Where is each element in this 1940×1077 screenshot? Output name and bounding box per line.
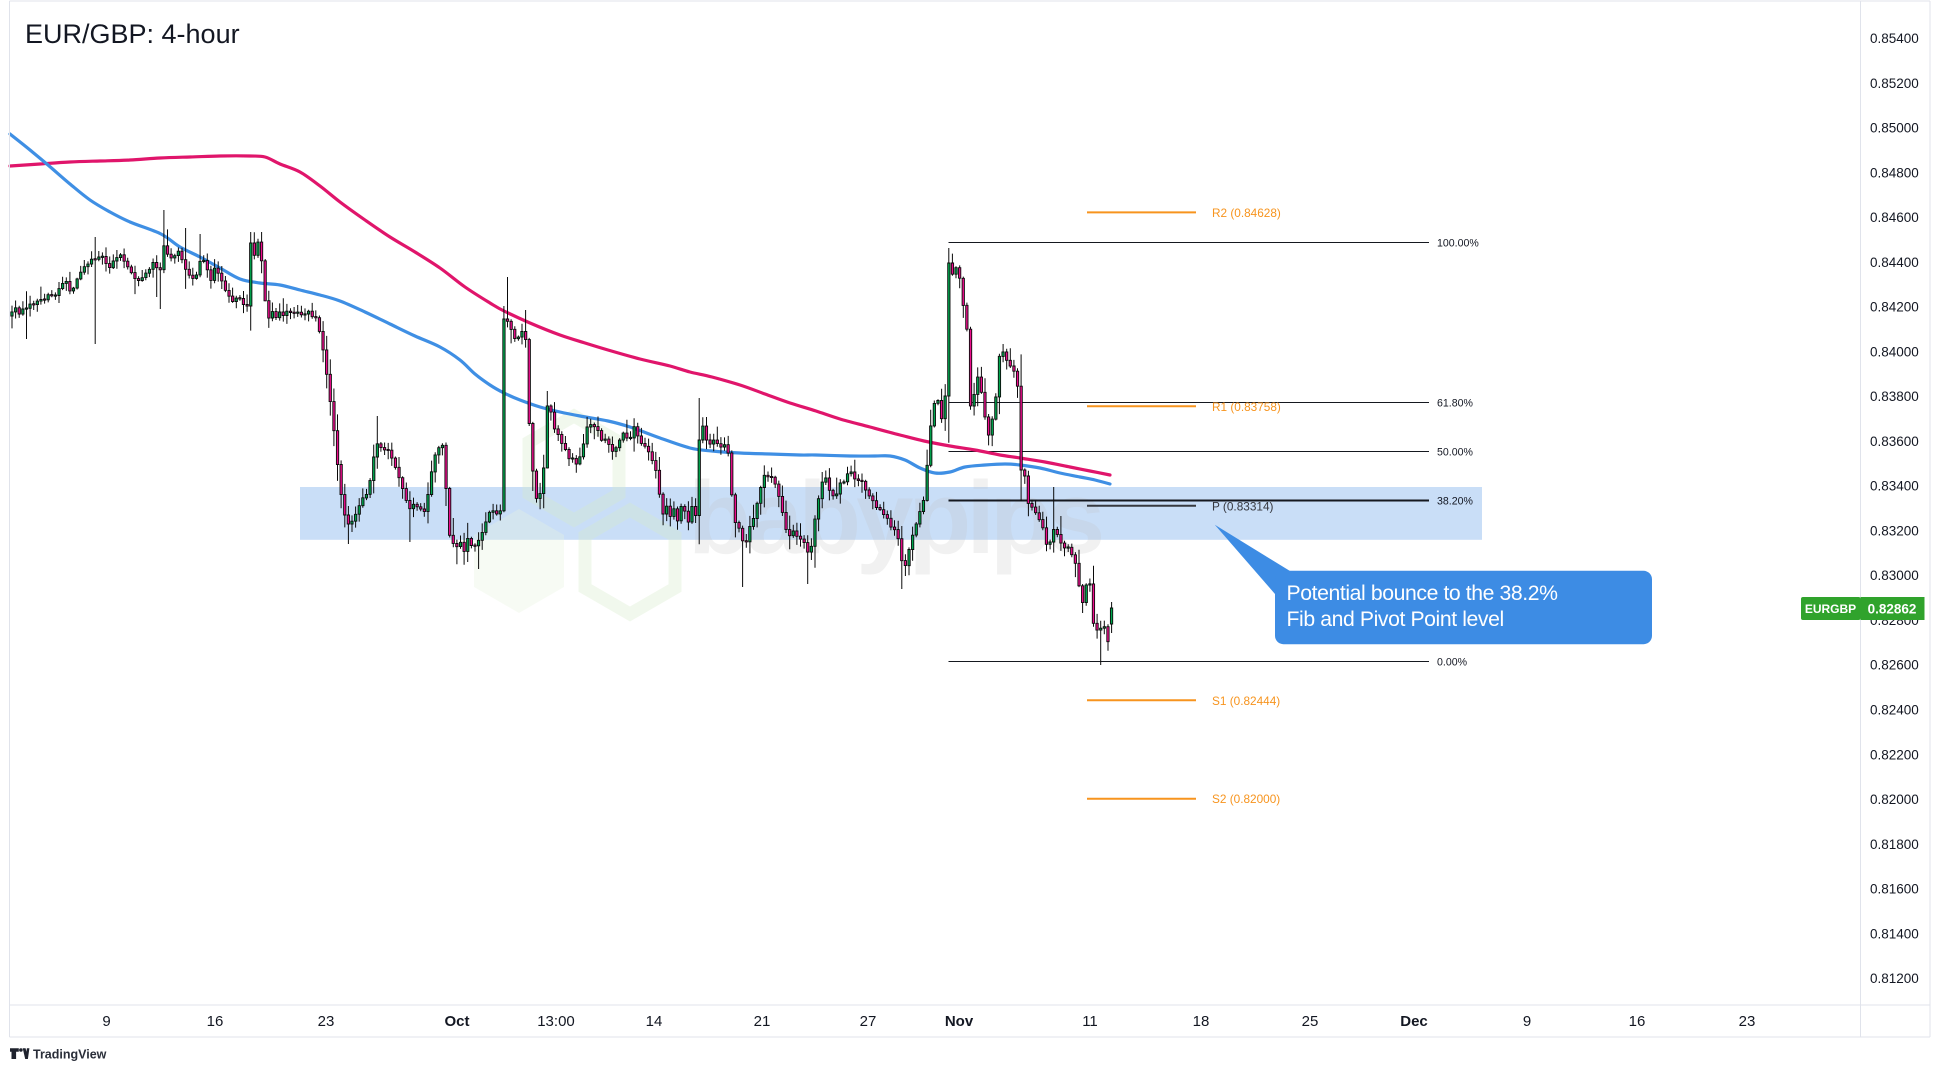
svg-text:P (0.83314): P (0.83314) xyxy=(1212,499,1274,513)
svg-text:0.84000: 0.84000 xyxy=(1870,344,1919,359)
svg-text:0.81800: 0.81800 xyxy=(1870,837,1919,852)
svg-text:0.83200: 0.83200 xyxy=(1870,523,1919,538)
svg-text:27: 27 xyxy=(860,1013,877,1030)
svg-text:0.82000: 0.82000 xyxy=(1870,792,1919,807)
svg-text:14: 14 xyxy=(646,1013,663,1030)
svg-text:R2 (0.84628): R2 (0.84628) xyxy=(1212,206,1281,220)
svg-text:100.00%: 100.00% xyxy=(1437,238,1479,250)
svg-text:S1 (0.82444): S1 (0.82444) xyxy=(1212,694,1280,708)
svg-text:61.80%: 61.80% xyxy=(1437,398,1474,410)
svg-text:0.81600: 0.81600 xyxy=(1870,882,1919,897)
svg-text:0.82862: 0.82862 xyxy=(1868,602,1917,617)
svg-text:0.81400: 0.81400 xyxy=(1870,926,1919,941)
svg-text:0.82200: 0.82200 xyxy=(1870,747,1919,762)
svg-text:0.82400: 0.82400 xyxy=(1870,703,1919,718)
svg-text:13:00: 13:00 xyxy=(537,1013,575,1030)
svg-text:16: 16 xyxy=(207,1013,224,1030)
svg-text:16: 16 xyxy=(1629,1013,1646,1030)
svg-text:R1 (0.83758): R1 (0.83758) xyxy=(1212,400,1281,414)
svg-text:0.84600: 0.84600 xyxy=(1870,210,1919,225)
svg-text:18: 18 xyxy=(1193,1013,1210,1030)
svg-text:9: 9 xyxy=(1523,1013,1531,1030)
svg-text:Fib and Pivot Point level: Fib and Pivot Point level xyxy=(1287,608,1504,631)
svg-text:0.00%: 0.00% xyxy=(1437,657,1468,669)
svg-text:0.82600: 0.82600 xyxy=(1870,658,1919,673)
svg-text:Dec: Dec xyxy=(1400,1013,1428,1030)
svg-text:EUR/GBP: 4-hour: EUR/GBP: 4-hour xyxy=(25,19,240,49)
svg-text:23: 23 xyxy=(1739,1013,1756,1030)
svg-text:0.84200: 0.84200 xyxy=(1870,300,1919,315)
svg-text:EURGBP: EURGBP xyxy=(1805,602,1856,616)
svg-text:0.83400: 0.83400 xyxy=(1870,479,1919,494)
svg-text:23: 23 xyxy=(318,1013,335,1030)
svg-text:Oct: Oct xyxy=(444,1013,469,1030)
svg-text:0.84800: 0.84800 xyxy=(1870,165,1919,180)
svg-text:25: 25 xyxy=(1302,1013,1319,1030)
svg-text:0.85200: 0.85200 xyxy=(1870,76,1919,91)
svg-text:0.85400: 0.85400 xyxy=(1870,31,1919,46)
svg-text:TradingView: TradingView xyxy=(33,1047,107,1061)
svg-text:11: 11 xyxy=(1082,1013,1098,1030)
svg-text:21: 21 xyxy=(754,1013,771,1030)
svg-text:9: 9 xyxy=(102,1013,110,1030)
svg-text:S2 (0.82000): S2 (0.82000) xyxy=(1212,792,1280,806)
svg-text:0.83600: 0.83600 xyxy=(1870,434,1919,449)
svg-text:Potential bounce to the 38.2%: Potential bounce to the 38.2% xyxy=(1287,582,1559,605)
svg-text:Nov: Nov xyxy=(945,1013,974,1030)
svg-text:0.83000: 0.83000 xyxy=(1870,568,1919,583)
svg-text:0.81200: 0.81200 xyxy=(1870,971,1919,986)
svg-text:0.84400: 0.84400 xyxy=(1870,255,1919,270)
svg-text:50.00%: 50.00% xyxy=(1437,447,1474,459)
svg-text:38.20%: 38.20% xyxy=(1437,496,1474,508)
svg-text:0.85000: 0.85000 xyxy=(1870,121,1919,136)
svg-text:0.83800: 0.83800 xyxy=(1870,389,1919,404)
